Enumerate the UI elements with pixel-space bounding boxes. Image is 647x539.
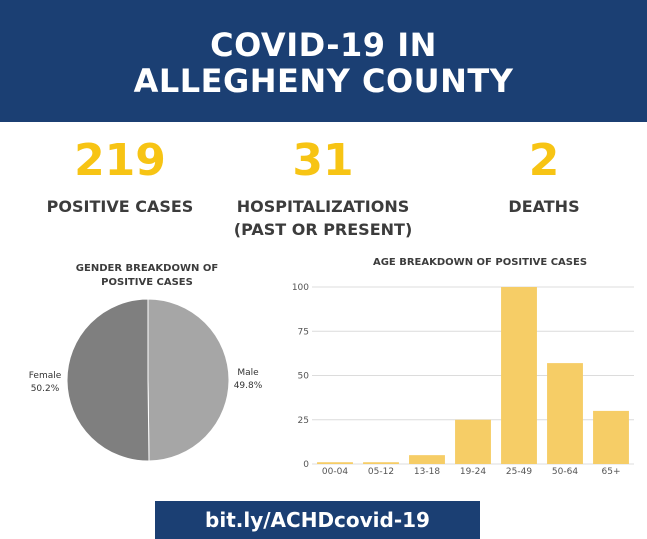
x-tick-label-50-64: 50-64 — [552, 467, 578, 477]
positive-cases-label: POSITIVE CASES — [46, 197, 194, 216]
deaths-stat: 2 DEATHS — [444, 138, 644, 218]
bar-13-18 — [409, 455, 445, 464]
gender-chart-title-line-1: GENDER BREAKDOWN OF — [75, 263, 219, 274]
positive-cases-stat: 219 POSITIVE CASES — [20, 138, 220, 218]
x-tick-label-19-24: 19-24 — [460, 467, 486, 477]
pie-label-female-value: 50.2% — [31, 384, 60, 394]
hospitalizations-label: HOSPITALIZATIONS (PAST OR PRESENT) — [218, 195, 428, 241]
deaths-value: 2 — [528, 135, 560, 186]
pie-label-female-name: Female — [29, 371, 62, 381]
x-tick-label-05-12: 05-12 — [368, 467, 394, 477]
bar-00-04 — [317, 462, 353, 464]
hospitalizations-value: 31 — [292, 135, 354, 186]
pie-slice-male — [147, 298, 230, 462]
link-banner[interactable]: bit.ly/ACHDcovid-19 — [155, 501, 480, 539]
hospitalizations-stat: 31 HOSPITALIZATIONS (PAST OR PRESENT) — [218, 138, 428, 241]
pie-label-male-value: 49.8% — [234, 381, 263, 391]
y-tick-label-0: 0 — [303, 460, 309, 470]
pie-slice-female — [66, 298, 150, 462]
pie-label-male-name: Male — [237, 368, 259, 378]
gender-chart-title-line-2: POSITIVE CASES — [101, 277, 193, 288]
x-tick-label-13-18: 13-18 — [414, 467, 440, 477]
y-tick-label-75: 75 — [298, 327, 309, 337]
title-line-1: COVID-19 IN — [210, 26, 437, 64]
gender-chart-title: GENDER BREAKDOWN OF POSITIVE CASES — [52, 262, 242, 290]
y-tick-label-25: 25 — [298, 416, 309, 426]
y-tick-label-100: 100 — [292, 283, 309, 293]
y-tick-label-50: 50 — [298, 372, 310, 382]
x-tick-label-65+: 65+ — [602, 467, 621, 477]
bar-65+ — [593, 410, 629, 464]
x-tick-label-25-49: 25-49 — [506, 467, 532, 477]
bar-25-49 — [501, 287, 537, 464]
bar-05-12 — [363, 462, 399, 464]
age-chart-title: AGE BREAKDOWN OF POSITIVE CASES — [372, 257, 588, 268]
positive-cases-value: 219 — [74, 135, 166, 186]
bar-19-24 — [455, 419, 491, 464]
title-line-2: ALLEGHENY COUNTY — [133, 62, 514, 100]
hospitalizations-label-line-2: (PAST OR PRESENT) — [233, 220, 413, 239]
x-tick-label-00-04: 00-04 — [322, 467, 348, 477]
title-banner: COVID-19 IN ALLEGHENY COUNTY — [0, 0, 647, 122]
bar-50-64 — [547, 363, 583, 464]
deaths-label: DEATHS — [508, 197, 580, 216]
hospitalizations-label-line-1: HOSPITALIZATIONS — [236, 197, 410, 216]
